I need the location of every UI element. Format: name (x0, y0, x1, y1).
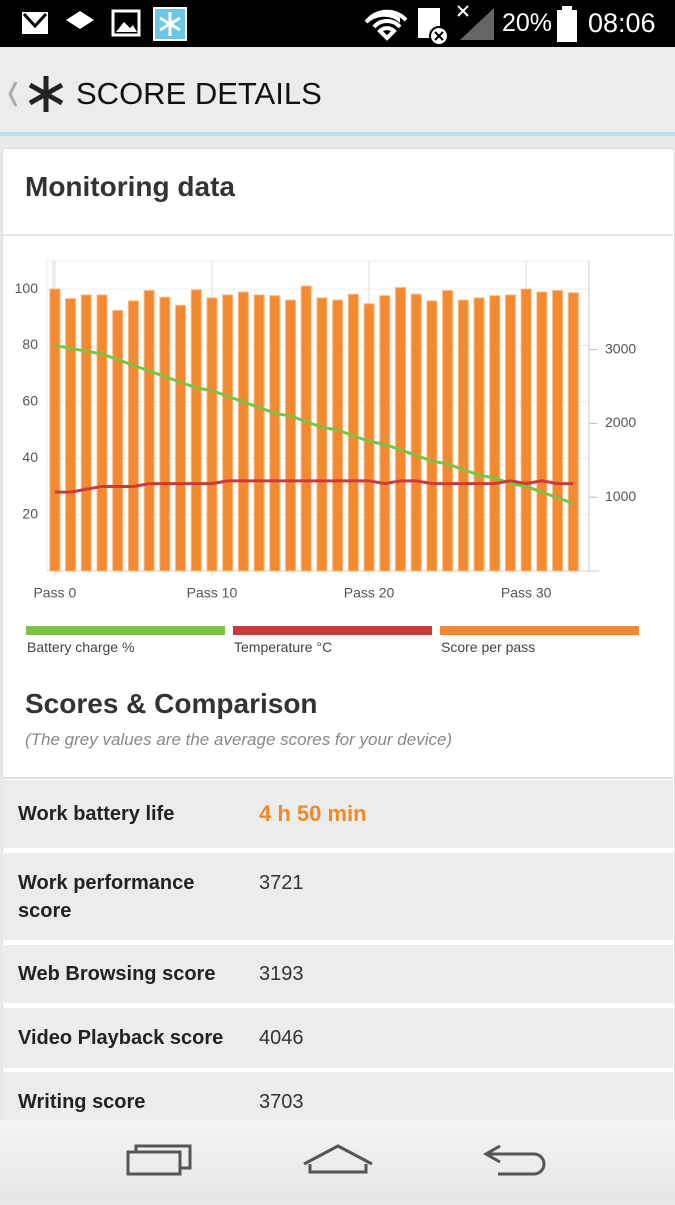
bar (504, 294, 516, 572)
clock: 08:06 (588, 8, 656, 38)
y2-tick-label: 1000 (605, 488, 636, 504)
bar (143, 290, 155, 572)
score-label: Writing score (18, 1091, 146, 1113)
bar (379, 295, 391, 572)
bar (316, 297, 328, 572)
score-value: 3721 (259, 872, 304, 894)
app-bar (0, 47, 675, 133)
section-title: Monitoring data (25, 171, 235, 202)
section-subtitle: (The grey values are the average scores … (25, 730, 453, 749)
legend-label: Battery charge % (27, 639, 135, 655)
bar (127, 300, 139, 572)
signal-icon (460, 8, 494, 40)
nav-icons (126, 1144, 546, 1176)
bar (457, 299, 469, 572)
x-tick-label: Pass 20 (344, 585, 395, 601)
bar (49, 288, 61, 572)
score-row: Video Playback score 4046 (2, 1008, 673, 1068)
status-bar: 20% 08:06 (0, 0, 675, 47)
recent-apps-button[interactable] (126, 1144, 192, 1176)
bar (410, 293, 422, 572)
dropbox-icon (66, 11, 94, 29)
divider (2, 777, 673, 779)
battery-percent: 20% (502, 9, 553, 37)
bar (552, 290, 564, 572)
bar (332, 299, 344, 572)
bar (300, 285, 312, 572)
legend-swatch (440, 626, 639, 635)
gallery-icon (111, 9, 141, 37)
bar (363, 303, 375, 572)
bar (567, 292, 579, 572)
bar (237, 291, 249, 572)
x-tick-label: Pass 30 (501, 585, 552, 601)
bar (206, 297, 218, 572)
x-tick-label: Pass 10 (187, 585, 238, 601)
score-label: Web Browsing score (18, 963, 216, 985)
legend-swatch (26, 626, 225, 635)
status-icons (22, 7, 400, 41)
bar (473, 297, 485, 572)
bar (520, 288, 532, 572)
x-tick-label: Pass 0 (33, 585, 76, 601)
score-row: Web Browsing score 3193 (2, 945, 673, 1003)
bar (80, 294, 92, 572)
legend: Battery charge % Temperature °C Score per … (0, 626, 675, 666)
y-tick-label: 40 (22, 449, 38, 465)
battery-icon (557, 6, 577, 42)
y2-tick-label: 2000 (605, 414, 636, 430)
bar (190, 289, 202, 572)
back-app-icon[interactable] (6, 72, 68, 116)
home-button[interactable] (303, 1144, 373, 1174)
bar (426, 300, 438, 572)
y-tick-label: 100 (15, 280, 39, 296)
score-value: 3193 (259, 963, 304, 985)
app-bar-line (0, 132, 675, 136)
score-value: 3703 (259, 1091, 304, 1113)
bar (159, 296, 171, 572)
bar (269, 295, 281, 572)
nav-bar (0, 1120, 675, 1200)
status-icons-right (366, 5, 494, 46)
score-row: Work performance score 3721 (2, 853, 673, 940)
wifi-icon (366, 9, 408, 41)
legend-swatch (233, 626, 432, 635)
chart: 20 40 60 80 100 Pass 0 Pass 10 Pass 20 Pass 30 10… (15, 260, 636, 601)
section-title: Scores & Comparison (25, 688, 318, 719)
legend-label: Temperature °C (234, 639, 333, 655)
bar (65, 298, 77, 572)
bar (285, 299, 297, 572)
y2-tick-label: 3000 (605, 340, 636, 356)
bar (175, 304, 187, 572)
score-value: 4046 (259, 1027, 304, 1049)
line (54, 344, 574, 505)
score-label: Work battery life (18, 803, 175, 825)
bar (394, 287, 406, 572)
bar (347, 293, 359, 572)
bar (536, 291, 548, 572)
score-value: 4 h 50 min (259, 801, 367, 826)
y-tick-label: 80 (22, 336, 38, 352)
score-row: Work battery life 4 h 50 min (2, 780, 673, 848)
bar (253, 294, 265, 572)
y-tick-label: 20 (22, 505, 38, 521)
y-tick-label: 60 (22, 393, 38, 409)
bar (222, 294, 234, 572)
bar (442, 290, 454, 572)
back-button[interactable] (482, 1144, 546, 1176)
bar (489, 295, 501, 572)
score-label: Video Playback score (18, 1027, 224, 1049)
divider (2, 234, 673, 236)
bar (112, 309, 124, 572)
bar (96, 294, 108, 572)
line (54, 479, 574, 494)
score-label: Work performance score (18, 872, 195, 922)
legend-label: Score per pass (441, 639, 536, 655)
screen-title: SCORE DETAILS (76, 76, 322, 111)
